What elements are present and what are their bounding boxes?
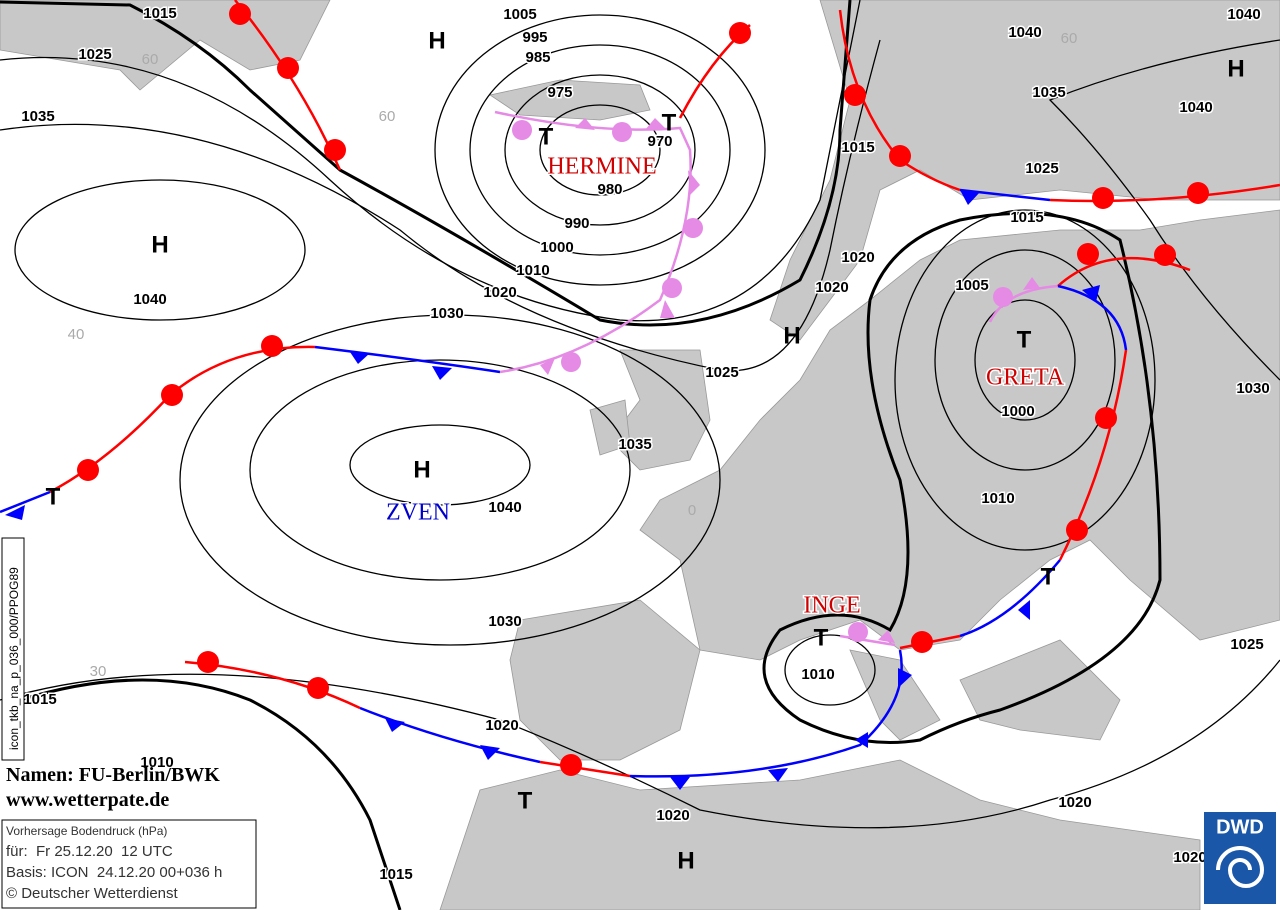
credit: Namen: FU-Berlin/BWK [6, 764, 220, 786]
isobar-label: 1010 [981, 490, 1014, 507]
isobar-label: 1040 [1179, 99, 1212, 116]
fronts [0, 0, 1280, 790]
isobar-label: 990 [564, 215, 589, 232]
isobar-label: 1030 [1236, 380, 1269, 397]
isobars [0, 0, 1280, 829]
isobar-label: 1040 [488, 499, 521, 516]
pressure-center: T [814, 624, 829, 651]
low-name: INGE [803, 593, 860, 619]
isobar-label: 1030 [488, 613, 521, 630]
pressure-center: T [539, 123, 554, 150]
isobar-label: 995 [522, 29, 547, 46]
isobar-label: 1010 [140, 754, 173, 771]
low-name: GRETA [986, 365, 1065, 391]
pressure-center: T [46, 483, 61, 510]
isobar-label: 1040 [1227, 6, 1260, 23]
isobar-label: 1010 [801, 666, 834, 683]
pressure-center: H [428, 27, 445, 54]
pressure-center: H [783, 322, 800, 349]
info-base: Basis: ICON 24.12.20 00+036 h [6, 864, 222, 881]
isobar-label: 980 [597, 181, 622, 198]
isobar-label: 1020 [1173, 849, 1206, 866]
grid-label: 0 [688, 502, 696, 519]
isobar-label: 1015 [379, 866, 412, 883]
isobar-label: 1020 [485, 717, 518, 734]
high-name: ZVEN [386, 500, 450, 526]
logo-text: DWD [1216, 816, 1264, 838]
info-box [1, 819, 257, 909]
logo-swirl [1216, 846, 1265, 888]
isobar-label: 1035 [1032, 84, 1065, 101]
isobar-label: 1025 [705, 364, 738, 381]
info-copyright: © Deutscher Wetterdienst [6, 885, 179, 902]
isobar-label: 1005 [955, 277, 988, 294]
info-valid: für: Fr 25.12.20 12 UTC [6, 843, 173, 860]
isobar-label: 1040 [1008, 24, 1041, 41]
low-name: HERMINE [547, 154, 656, 180]
pressure-center: T [662, 109, 677, 136]
isobar-label: 1040 [133, 291, 166, 308]
pressure-center: H [1227, 55, 1244, 82]
isobar-label: 1020 [841, 249, 874, 266]
pressure-center: H [413, 456, 430, 483]
grid-label: 60 [379, 108, 396, 125]
logo: DWD [1204, 812, 1276, 904]
isobar-label: 1025 [1025, 160, 1058, 177]
credit: www.wetterpate.de [6, 789, 169, 811]
isobar-label: 1035 [21, 108, 54, 125]
grid-label: 60 [142, 51, 159, 68]
thick-isobars [0, 0, 1162, 910]
isobar-label: 1015 [841, 139, 874, 156]
isobar-label: 970 [647, 133, 672, 150]
isobar-label: 1015 [143, 5, 176, 22]
isobar-label: 1030 [430, 305, 463, 322]
isobar-label: 1025 [1230, 636, 1263, 653]
grid-label: 30 [90, 663, 107, 680]
isobar-label: 1020 [1058, 794, 1091, 811]
info-title: Vorhersage Bodendruck (hPa) [6, 824, 167, 838]
isobar-label: 1015 [1010, 209, 1043, 226]
isobar-label: 1025 [78, 46, 111, 63]
pressure-center: T [1017, 326, 1032, 353]
isobar-label: 1020 [815, 279, 848, 296]
labels: 1015102510351040103010201010100099098097… [20, 3, 1271, 884]
grid-label: 60 [1061, 30, 1078, 47]
pressure-center: H [677, 847, 694, 874]
isobar-label: 1020 [656, 807, 689, 824]
isobar-label: 985 [525, 49, 550, 66]
isobar-label: 1000 [540, 239, 573, 256]
isobar-label: 1000 [1001, 403, 1034, 420]
isobar-label: 1005 [503, 6, 536, 23]
isobar-label: 975 [547, 84, 572, 101]
isobar-label: 1010 [516, 262, 549, 279]
pressure-center: T [1041, 563, 1056, 590]
isobar-label: 1015 [23, 691, 56, 708]
grid-label: 40 [68, 326, 85, 343]
isobar-label: 1035 [618, 436, 651, 453]
pressure-center: H [151, 231, 168, 258]
code-box [1, 537, 25, 761]
isobar-label: 1020 [483, 284, 516, 301]
product-code: icon_tkb_na_p_036_000/PPOG89 [7, 567, 21, 750]
pressure-center: T [518, 787, 533, 814]
